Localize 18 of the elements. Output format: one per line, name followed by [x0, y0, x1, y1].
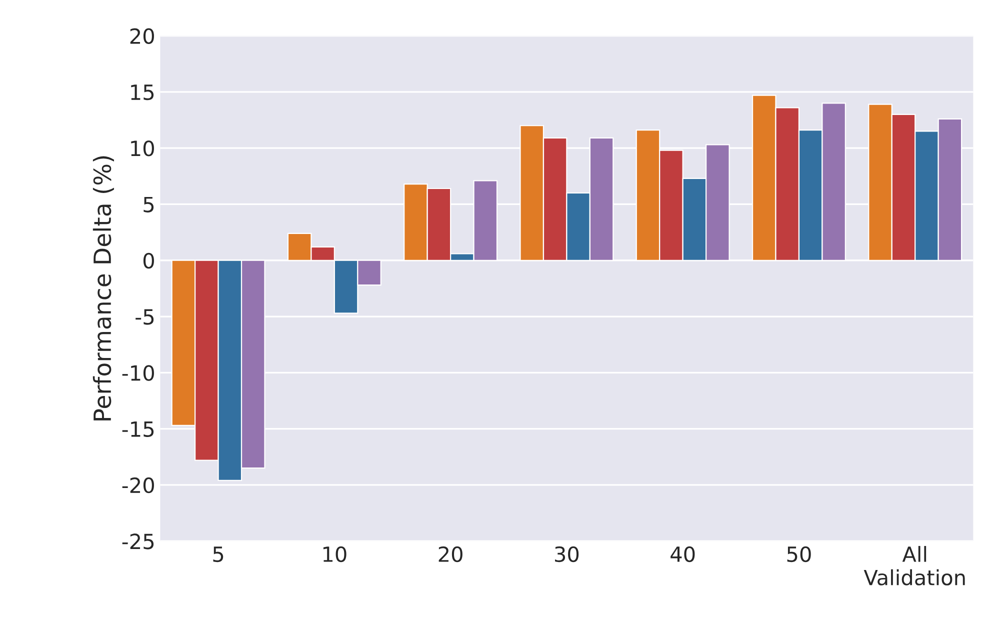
- y-tick-label: 20: [130, 28, 154, 44]
- y-tick-label: -5: [136, 309, 154, 325]
- y-tick-label: 5: [144, 196, 154, 212]
- y-tick-label: -20: [122, 477, 154, 494]
- x-tick-label: 50: [787, 546, 811, 562]
- x-tick-label: 10: [323, 546, 346, 562]
- y-tick-label: 10: [131, 140, 154, 156]
- y-tick-label: -15: [122, 422, 154, 438]
- y-tick-label: -10: [122, 365, 154, 381]
- y-tick-label: -25: [122, 534, 154, 550]
- x-tick-label: 40: [670, 546, 695, 562]
- x-tick-label: 30: [555, 546, 579, 562]
- y-tick-label: 0: [143, 252, 154, 269]
- x-tick-label: 20: [438, 546, 462, 562]
- y-tick-label: 15: [131, 84, 154, 100]
- x-tick-label: All Validation: [864, 546, 965, 586]
- y-axis-title: Performance Delta (%): [92, 156, 114, 420]
- x-tick-label: 5: [213, 546, 224, 562]
